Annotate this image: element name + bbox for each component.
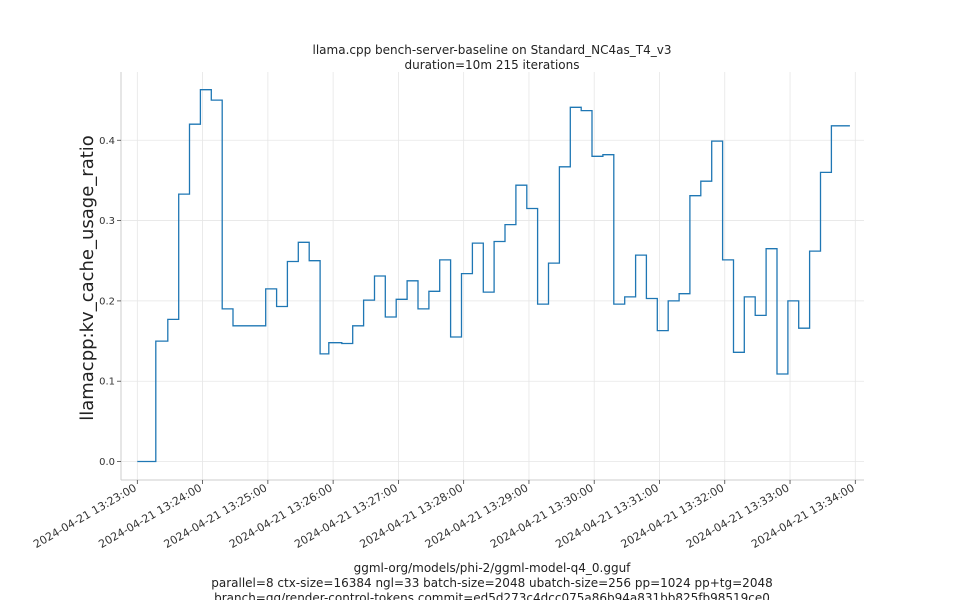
y-tick-label: 0.0 — [99, 457, 115, 468]
y-tick-label: 0.3 — [99, 216, 115, 227]
footer-branch: branch=gg/render-control-tokens commit=e… — [214, 591, 770, 600]
y-tick-label: 0.4 — [99, 136, 115, 147]
footer-params: parallel=8 ctx-size=16384 ngl=33 batch-s… — [211, 576, 772, 590]
y-axis-ticks: 0.0 0.1 0.2 0.3 0.4 — [99, 136, 121, 468]
chart-title: llama.cpp bench-server-baseline on Stand… — [313, 43, 672, 57]
y-tick-label: 0.1 — [99, 377, 115, 388]
x-tick-label: 2024-04-21 13:23:00 — [31, 481, 139, 551]
y-axis-label: llamacpp:kv_cache_usage_ratio — [77, 135, 98, 421]
chart-subtitle: duration=10m 215 iterations — [405, 58, 580, 72]
grid — [121, 72, 864, 480]
series-line — [137, 89, 850, 463]
y-tick-label: 0.2 — [99, 296, 115, 307]
footer-model: ggml-org/models/phi-2/ggml-model-q4_0.gg… — [354, 561, 632, 575]
